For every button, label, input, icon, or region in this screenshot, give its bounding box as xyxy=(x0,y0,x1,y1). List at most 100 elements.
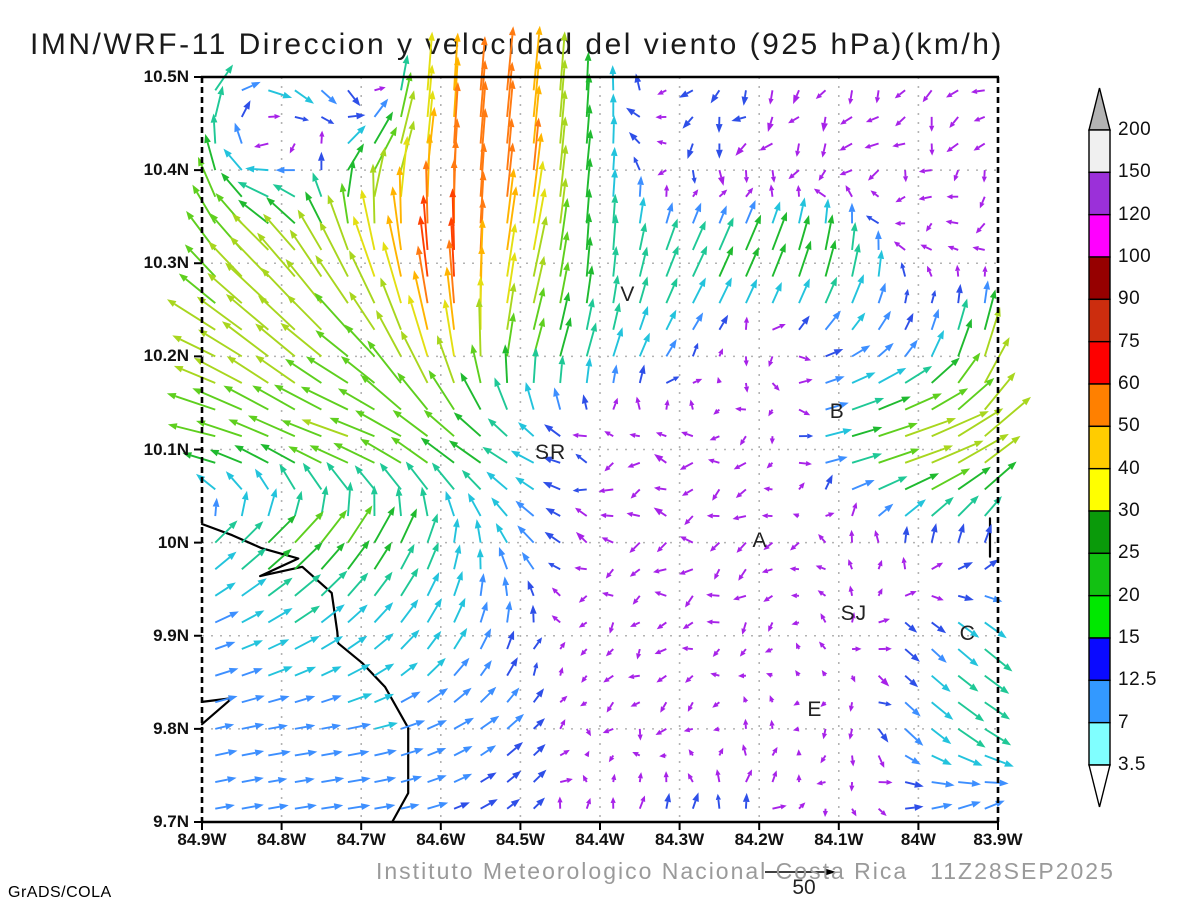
wind-arrow xyxy=(412,270,429,330)
colorbar-label: 25 xyxy=(1118,542,1141,564)
colorbar-label: 30 xyxy=(1118,500,1141,521)
wind-arrow xyxy=(329,417,375,438)
wind-arrow xyxy=(983,289,997,331)
wind-arrow xyxy=(772,323,786,331)
wind-arrow xyxy=(979,196,986,209)
wind-arrow xyxy=(608,754,615,763)
wind-arrow xyxy=(268,776,288,784)
wind-arrow xyxy=(400,691,421,704)
wind-arrow xyxy=(312,172,323,198)
wind-arrow xyxy=(957,728,986,748)
wind-arrow xyxy=(426,513,438,543)
wind-arrow xyxy=(532,255,546,304)
wind-arrow xyxy=(739,648,747,657)
wind-arrow xyxy=(765,672,773,678)
wind-arrow xyxy=(850,755,856,767)
wind-arrow xyxy=(400,90,416,144)
reference-vector-label: 50 xyxy=(792,876,816,899)
wind-arrow xyxy=(241,749,265,757)
wind-arrow xyxy=(517,525,535,544)
wind-arrow xyxy=(533,718,546,730)
wind-arrow xyxy=(815,89,827,100)
wind-arrow xyxy=(904,499,926,517)
wind-arrow xyxy=(610,115,618,144)
wind-arrow xyxy=(816,780,826,786)
wind-arrow xyxy=(581,675,588,683)
wind-arrow xyxy=(682,621,694,630)
wind-arrow xyxy=(792,726,800,732)
wind-arrow xyxy=(467,493,482,517)
wind-arrow xyxy=(851,502,858,517)
wind-arrow xyxy=(851,312,866,331)
wind-arrow xyxy=(453,597,466,623)
wind-arrow xyxy=(427,801,449,810)
wind-arrow xyxy=(517,422,535,437)
wind-arrow xyxy=(633,156,641,171)
wind-arrow xyxy=(798,240,812,277)
wind-arrow xyxy=(925,222,933,232)
wind-arrow xyxy=(318,151,325,171)
wind-arrow xyxy=(768,90,774,105)
wind-arrow xyxy=(346,481,354,517)
wind-arrow xyxy=(347,776,371,784)
wind-arrow xyxy=(422,160,430,224)
wind-arrow xyxy=(506,251,517,304)
wind-arrow xyxy=(637,772,643,783)
wind-arrow xyxy=(558,355,566,384)
wind-arrow xyxy=(575,453,588,464)
wind-arrow xyxy=(453,717,475,730)
wind-arrow xyxy=(864,142,879,149)
wind-arrow xyxy=(771,243,786,277)
wind-arrow xyxy=(927,265,933,277)
wind-arrow xyxy=(894,89,906,99)
wind-arrow xyxy=(611,364,619,384)
wind-arrow xyxy=(279,463,296,490)
wind-arrow xyxy=(852,646,862,652)
wind-arrow xyxy=(347,505,373,544)
wind-arrow xyxy=(423,409,455,437)
colorbar-segment xyxy=(1088,679,1111,724)
wind-arrow xyxy=(585,797,591,810)
wind-arrow xyxy=(506,26,516,91)
wind-arrow xyxy=(851,345,871,358)
wind-arrow xyxy=(609,93,617,117)
wind-arrow xyxy=(931,621,947,634)
wind-arrow xyxy=(289,143,296,154)
wind-arrow xyxy=(542,456,561,464)
x-tick-label: 84.5W xyxy=(495,830,545,849)
wind-arrow xyxy=(320,666,342,677)
wind-arrow xyxy=(339,182,349,224)
wind-arrow xyxy=(712,488,721,501)
wind-arrow xyxy=(400,120,416,171)
wind-arrow xyxy=(840,116,853,125)
wind-arrow xyxy=(706,619,720,625)
wind-arrow xyxy=(347,722,372,730)
wind-arrow xyxy=(574,565,587,572)
wind-arrow xyxy=(553,387,562,410)
wind-arrow xyxy=(585,728,592,737)
wind-arrow xyxy=(957,377,995,411)
wind-arrow xyxy=(929,116,935,132)
wind-arrow xyxy=(396,165,404,224)
wind-arrow xyxy=(638,332,650,357)
wind-arrow xyxy=(848,702,854,712)
wind-arrow xyxy=(431,462,455,491)
wind-arrow xyxy=(532,215,548,277)
wind-arrow xyxy=(400,135,410,197)
wind-arrow xyxy=(321,749,343,757)
colorbar-segment xyxy=(1088,340,1111,385)
wind-arrow xyxy=(972,245,985,252)
wind-arrow xyxy=(654,648,667,655)
wind-arrow xyxy=(225,471,243,491)
wind-arrow xyxy=(373,542,392,570)
wind-arrow xyxy=(900,262,907,277)
wind-arrow xyxy=(895,195,906,203)
colorbar-segment xyxy=(1088,129,1111,174)
wind-arrow xyxy=(691,169,697,184)
wind-arrow xyxy=(241,640,263,650)
wind-arrow xyxy=(426,542,439,570)
wind-arrow xyxy=(305,191,323,224)
wind-arrow xyxy=(360,438,402,464)
wind-arrow xyxy=(795,143,801,157)
wind-arrow xyxy=(973,116,986,122)
